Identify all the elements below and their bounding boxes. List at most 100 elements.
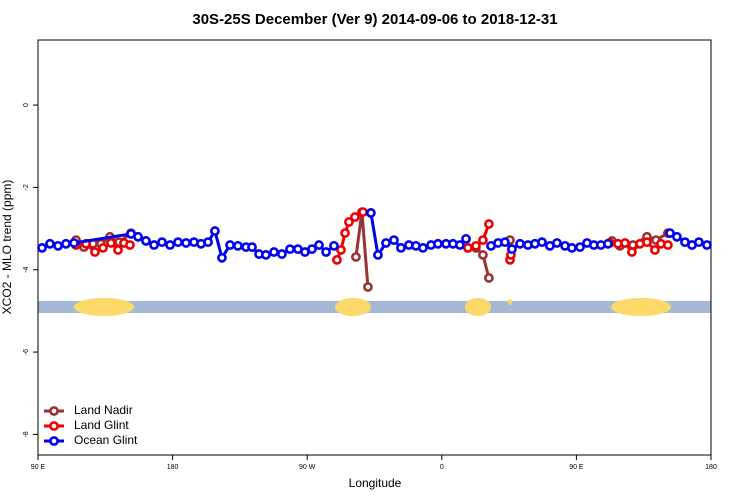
series-line — [354, 211, 370, 288]
point — [478, 235, 488, 245]
point — [626, 247, 637, 257]
point — [351, 252, 361, 262]
x-tick-label: 90 W — [299, 464, 316, 471]
point — [454, 240, 465, 250]
point — [663, 240, 673, 250]
point — [261, 250, 271, 260]
point — [285, 244, 295, 255]
point — [702, 240, 712, 250]
y-tick-label: -6 — [23, 349, 30, 355]
land — [335, 298, 371, 316]
point — [210, 226, 220, 236]
land — [74, 298, 134, 316]
point — [307, 244, 317, 255]
point — [340, 228, 350, 238]
point — [106, 238, 116, 248]
x-tick-label: 90 E — [31, 464, 46, 471]
point — [329, 240, 339, 251]
point — [381, 238, 391, 248]
point — [173, 237, 183, 248]
point — [217, 252, 227, 263]
point — [181, 238, 191, 248]
point — [461, 233, 471, 244]
point — [336, 245, 346, 255]
point — [366, 208, 376, 218]
point — [433, 238, 443, 249]
point — [693, 237, 704, 248]
point — [552, 238, 562, 248]
point — [575, 242, 585, 252]
point — [470, 240, 481, 251]
x-axis-label: Longitude — [349, 476, 402, 490]
point — [69, 238, 79, 248]
point — [98, 243, 108, 253]
point — [277, 249, 287, 259]
legend-marker — [49, 436, 59, 446]
point — [90, 247, 100, 257]
point — [165, 240, 175, 250]
point — [37, 243, 47, 253]
point — [463, 243, 473, 253]
point — [247, 242, 257, 252]
point — [389, 235, 399, 245]
land-band — [38, 298, 711, 316]
point — [141, 236, 151, 246]
point — [567, 243, 577, 253]
band — [38, 301, 711, 313]
x-tick-label: 180 — [167, 464, 179, 471]
land — [508, 299, 512, 305]
point — [665, 228, 675, 238]
point — [373, 250, 383, 260]
point — [133, 231, 143, 242]
point — [642, 237, 652, 248]
point — [396, 243, 406, 253]
y-tick-label: -2 — [23, 184, 30, 190]
point — [332, 254, 342, 265]
point — [225, 240, 235, 250]
y-tick-label: -8 — [23, 431, 30, 437]
point — [149, 240, 159, 250]
x-tick-label: 0 — [440, 464, 444, 471]
legend-label: Land Glint — [74, 418, 129, 432]
point — [650, 245, 660, 255]
legend-label: Ocean Glint — [74, 433, 138, 447]
point — [157, 237, 167, 248]
point — [125, 240, 135, 250]
point — [363, 282, 373, 292]
point — [314, 240, 324, 250]
y-tick-label: 0 — [23, 103, 30, 107]
point — [344, 217, 354, 227]
point — [672, 231, 682, 242]
point — [500, 237, 510, 248]
point — [418, 243, 428, 253]
y-axis-label: XCO2 - MLO trend (ppm) — [0, 180, 14, 315]
legend-marker — [49, 406, 59, 416]
chart-title: 30S-25S December (Ver 9) 2014-09-06 to 2… — [192, 11, 557, 28]
legend-marker — [49, 421, 59, 431]
point — [537, 237, 547, 248]
point — [350, 212, 360, 222]
point — [478, 250, 488, 260]
point — [269, 247, 279, 257]
land — [611, 298, 671, 316]
point — [53, 240, 63, 251]
y-tick-label: -4 — [23, 267, 30, 273]
x-tick-label: 90 E — [569, 464, 584, 471]
legend-label: Land Nadir — [74, 403, 133, 417]
point — [113, 245, 123, 255]
point — [620, 238, 630, 248]
land — [465, 298, 491, 316]
point — [603, 238, 613, 249]
x-tick-label: 180 — [705, 464, 717, 471]
point — [203, 237, 213, 248]
point — [321, 247, 331, 257]
point — [515, 238, 525, 249]
point — [484, 273, 494, 283]
point — [61, 238, 71, 249]
point — [358, 207, 368, 217]
point — [45, 238, 55, 249]
point — [484, 219, 494, 229]
point — [233, 240, 243, 251]
point — [507, 244, 517, 255]
